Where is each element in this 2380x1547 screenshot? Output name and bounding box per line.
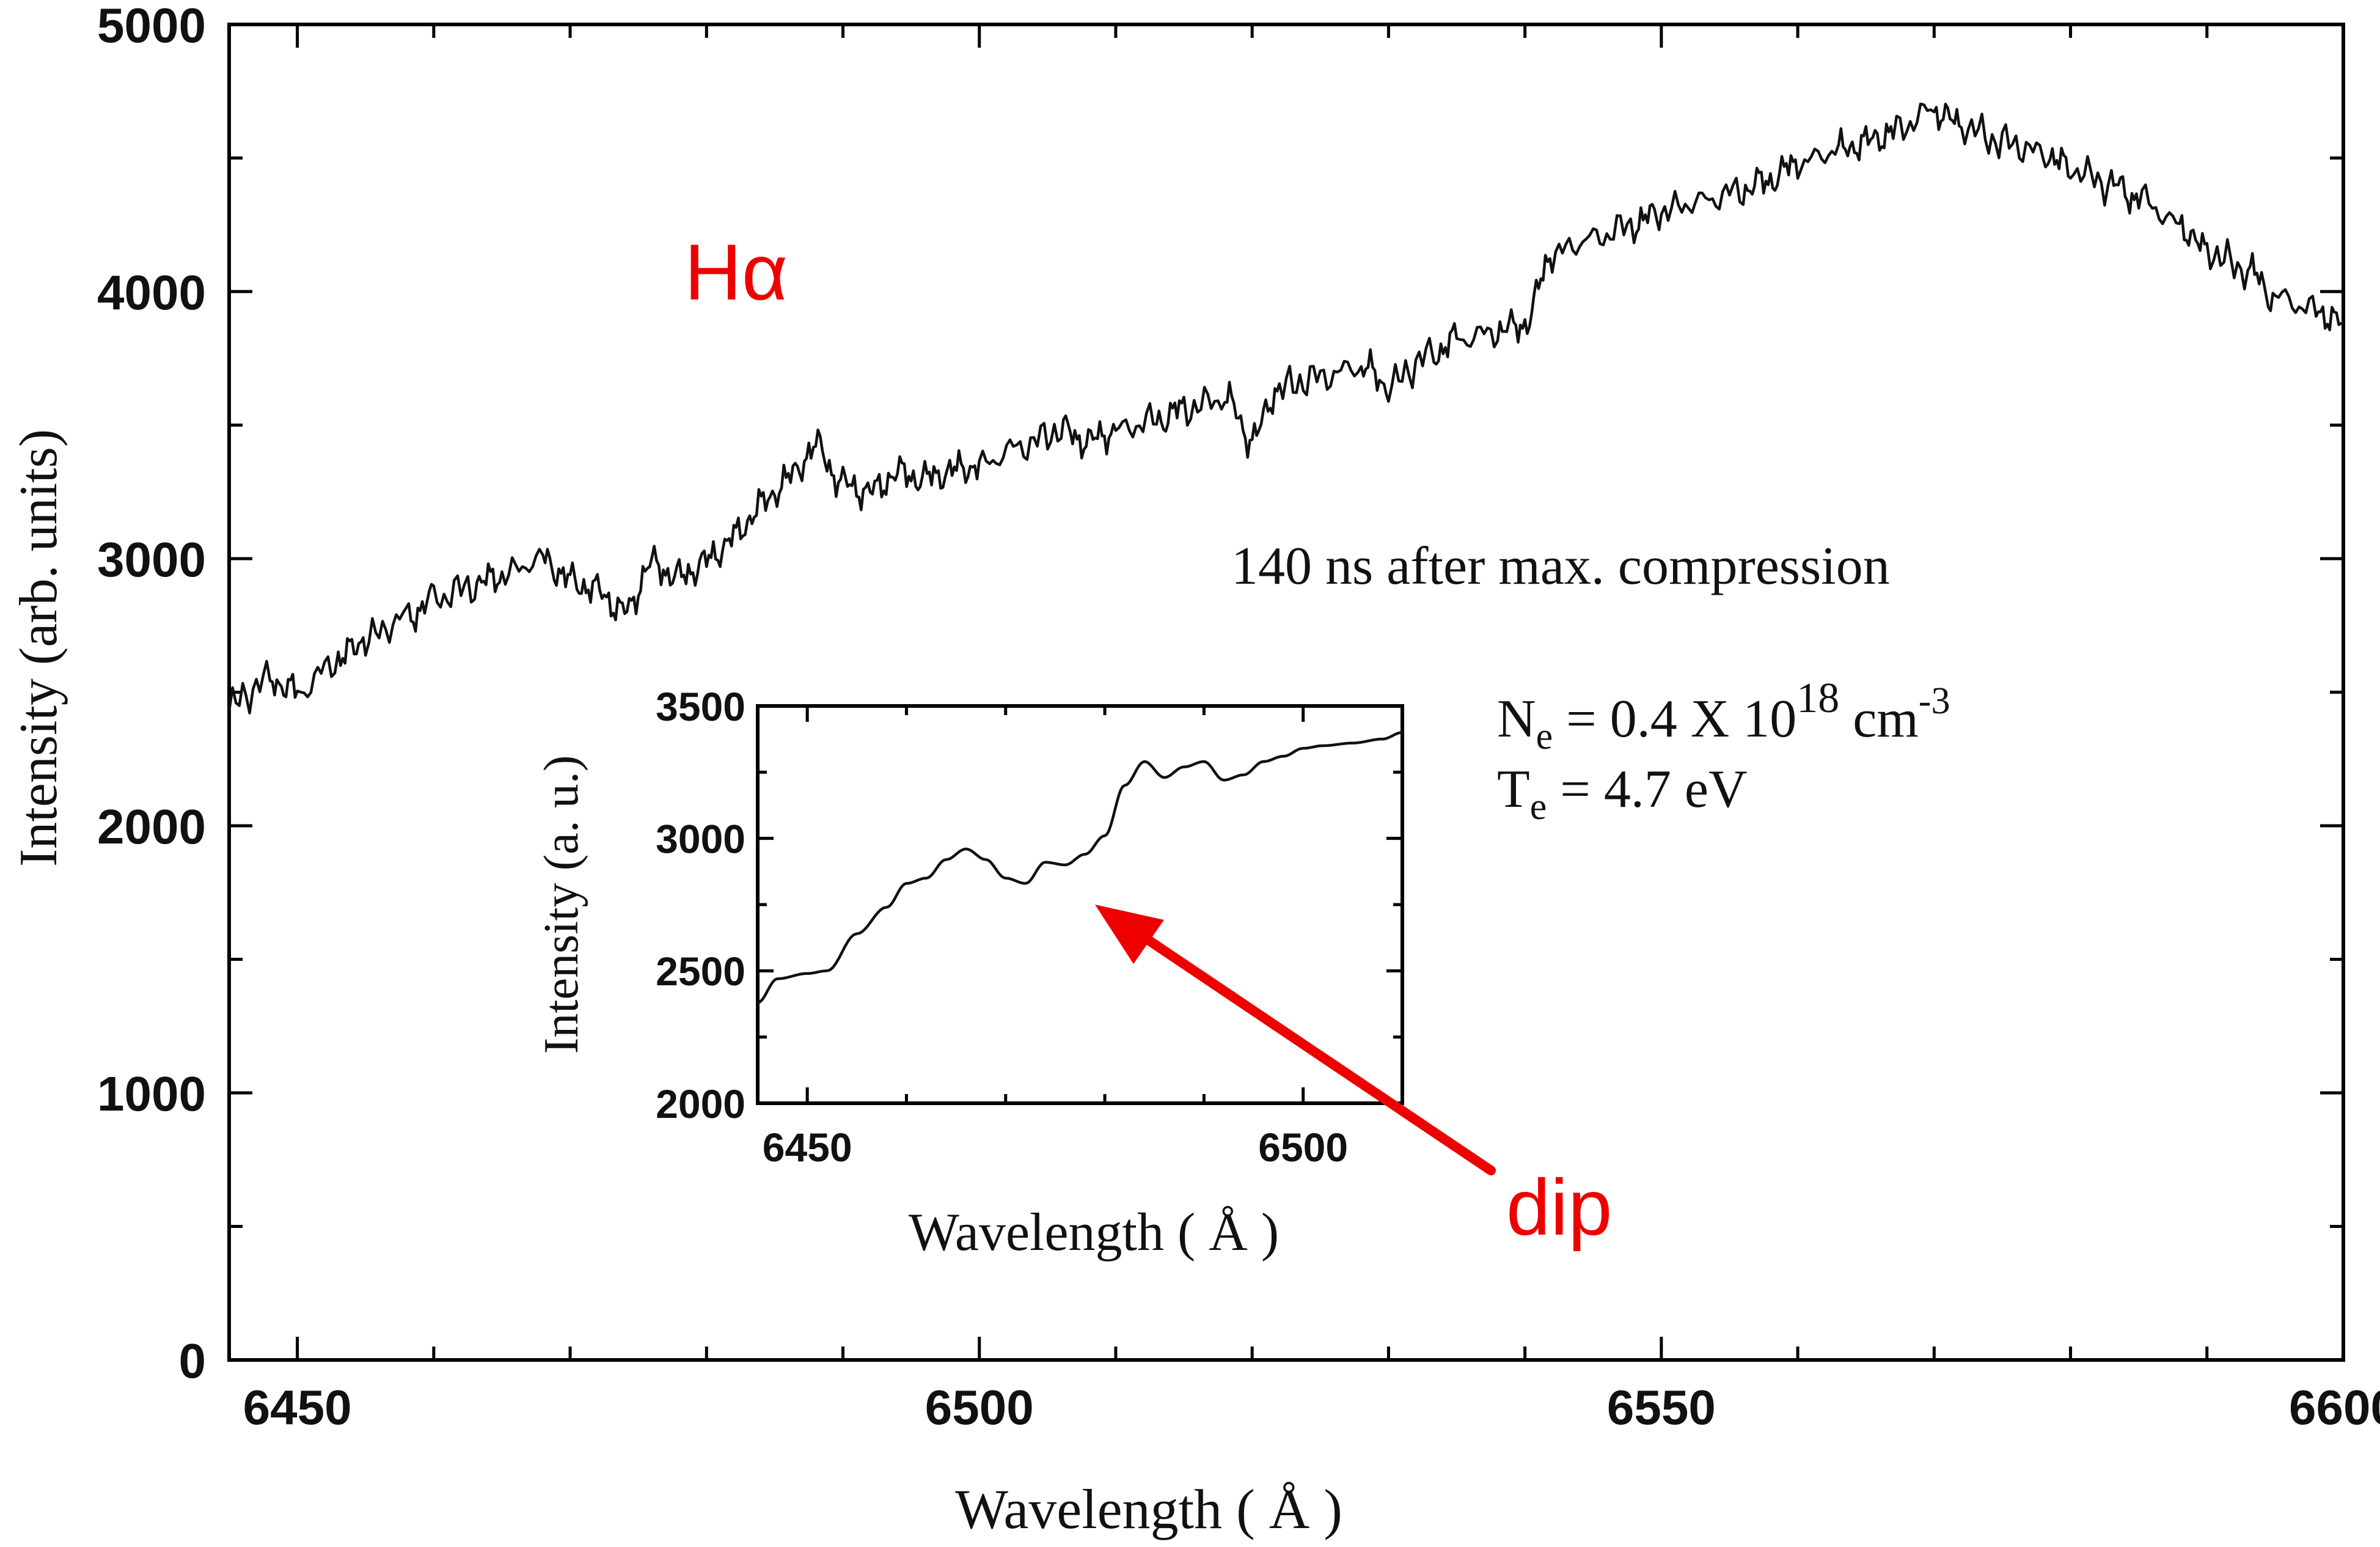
temperature-text: Te = 4.7 eV [1497, 760, 1748, 828]
x-tick-label: 6500 [1258, 1125, 1348, 1170]
dip-arrow-head [1095, 905, 1164, 964]
inset-x-axis-label: Wavelength ( Å ) [909, 1203, 1279, 1262]
y-tick-label: 1000 [97, 1067, 206, 1121]
inset-y-axis-label: Intensity (a. u.) [535, 755, 588, 1054]
inset-tick-labels: 6450 6500 2000 2500 3000 3500 [656, 684, 1348, 1170]
y-tick-label: 4000 [97, 265, 206, 320]
timing-annotation: 140 ns after max. compression [1231, 537, 1890, 596]
dip-arrow-shaft [1132, 927, 1496, 1175]
temperature-annotation: Te = 4.7 eV [1497, 760, 1748, 828]
main-y-axis-label: Intensity (arb. units) [9, 429, 68, 867]
h-alpha-annotation: Hα [684, 227, 788, 317]
main-spectrum-line [227, 102, 2344, 715]
y-tick-label: 2000 [656, 1081, 745, 1126]
y-tick-label: 2500 [656, 949, 745, 994]
y-tick-label: 3000 [656, 816, 745, 861]
y-tick-label: 5000 [97, 0, 206, 53]
dip-label: dip [1506, 1163, 1612, 1252]
x-tick-label: 6450 [243, 1380, 352, 1435]
main-ticks [229, 23, 2345, 1362]
y-tick-label: 3500 [656, 684, 745, 729]
inset-plot-frame [756, 704, 1404, 1105]
inset-spectrum-line [757, 731, 1403, 1004]
density-annotation: Ne = 0.4 X 1018 cm-3 [1497, 675, 1950, 757]
x-tick-label: 6550 [1607, 1380, 1716, 1435]
inset-chart: 6450 6500 2000 2500 3000 3500 Wavelength ( Å … [535, 684, 1404, 1262]
y-tick-label: 2000 [97, 799, 206, 854]
x-tick-label: 6500 [925, 1380, 1034, 1435]
y-tick-label: 3000 [97, 532, 206, 587]
x-tick-label: 6450 [763, 1125, 852, 1170]
dip-arrow [1095, 905, 1496, 1175]
y-tick-label: 0 [179, 1334, 207, 1388]
main-x-axis-label: Wavelength ( Å ) [955, 1478, 1342, 1540]
density-text: Ne = 0.4 X 1018 cm-3 [1497, 675, 1950, 757]
